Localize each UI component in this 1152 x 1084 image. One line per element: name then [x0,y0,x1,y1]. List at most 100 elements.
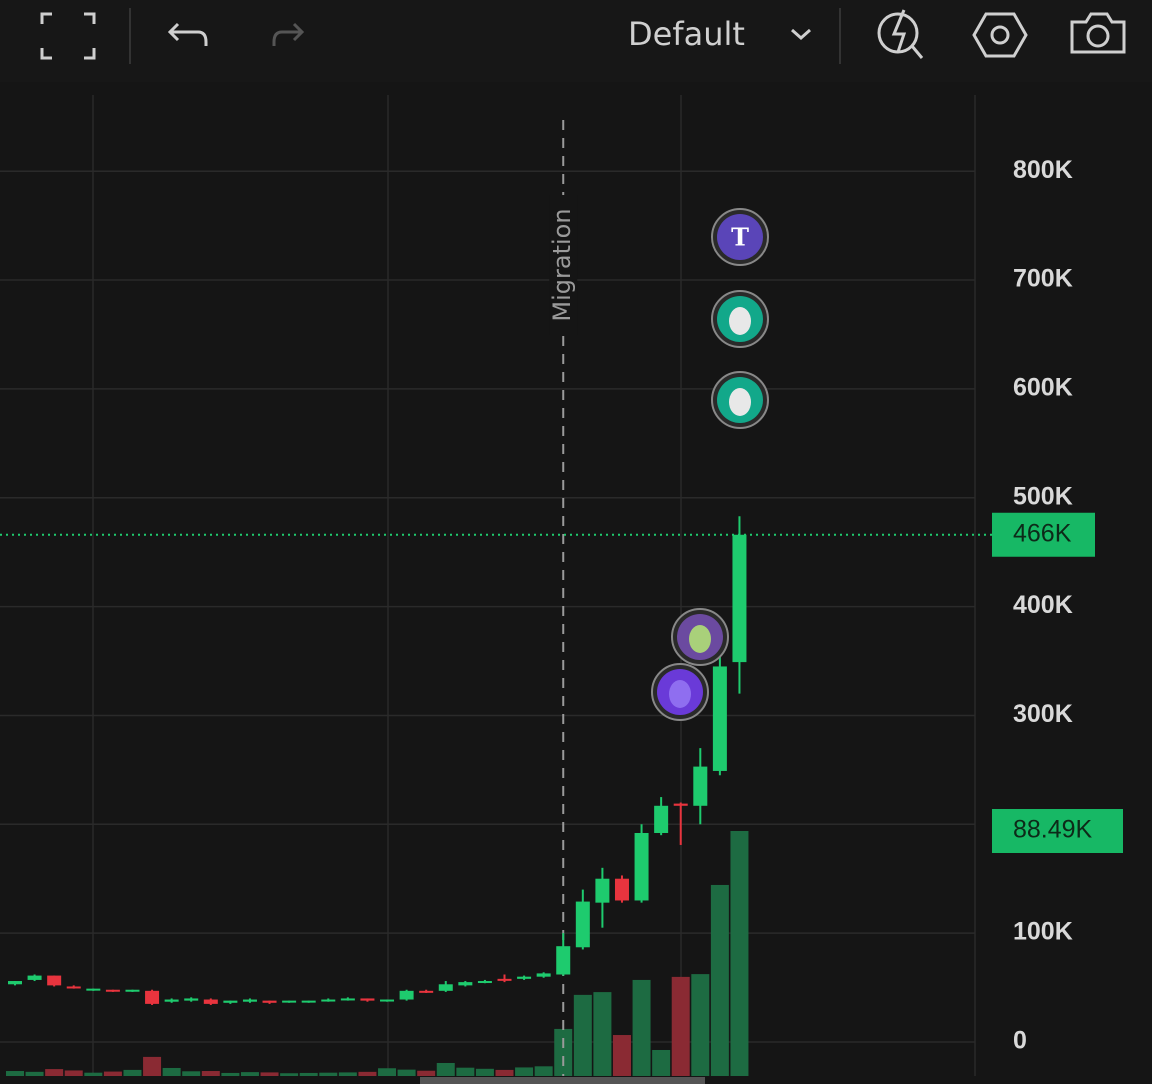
scrollbar[interactable] [420,1077,705,1084]
y-tick-label: 600K [1013,374,1073,402]
candle-body [203,999,218,1004]
redo-button[interactable] [272,22,305,46]
volume-bar [260,1072,279,1076]
trade-marker-icon [717,214,763,260]
candle-body [105,989,120,992]
candle-body [614,878,629,901]
current-price-label-bg [992,512,1095,557]
candle-body [712,666,727,771]
candle-body [536,973,551,977]
candle-body [732,534,747,663]
volume-bar [691,974,710,1076]
candle-body [477,981,492,984]
volume-bar [45,1069,64,1076]
candle-body [340,998,355,1001]
candle-body [184,998,199,1001]
volume-bar [397,1069,416,1076]
candle-body [86,988,101,991]
candle-body [380,999,395,1002]
volume-bar [123,1069,142,1076]
y-tick-label: 300K [1013,700,1073,728]
volume-bar [417,1070,436,1076]
volume-bar [25,1071,44,1076]
undo-button[interactable] [167,22,208,46]
candle-body [438,984,453,991]
volume-bar [6,1071,24,1076]
volume-bar [534,1066,553,1076]
candle-body [321,999,336,1002]
current-price-label: 466K [1013,519,1072,547]
fullscreen-button[interactable] [40,12,96,60]
volume-bar [632,979,651,1076]
volume-bar [182,1071,201,1076]
trade-marker-face [669,680,691,708]
candle-body [145,990,160,1004]
volume-bar [436,1062,455,1076]
volume-bar [378,1068,397,1076]
candle-body [66,986,81,989]
candle-body [419,990,434,993]
current-volume-label-bg [992,809,1123,853]
dropdown-arrow[interactable] [791,28,811,41]
volume-bar [280,1073,299,1076]
volume-bar [573,994,592,1076]
volume-bar [240,1072,259,1076]
y-tick-label: 800K [1013,156,1073,184]
y-tick-label: 700K [1013,265,1073,293]
y-tick-label: 400K [1013,591,1073,619]
screenshot-button[interactable] [1070,12,1126,54]
volume-bar [456,1067,475,1076]
volume-bar [593,992,612,1076]
indicators-button[interactable] [877,9,924,59]
candle-body [262,1000,277,1003]
current-volume-label: 88.49K [1013,816,1093,844]
y-tick-label: 500K [1013,482,1073,510]
candle-body [673,803,688,806]
volume-bar [358,1071,377,1076]
candle-body [8,981,22,985]
volume-bar [710,884,729,1076]
candle-body [693,766,708,806]
candle-body [223,1000,238,1003]
trade-marker-face [729,388,751,416]
volume-bar [554,1028,573,1076]
volume-bar [612,1035,631,1076]
candle-body [282,1000,297,1003]
trade-marker-face [729,307,751,335]
volume-bar [652,1049,671,1076]
volume-bar [299,1072,318,1076]
candle-body [399,990,414,1000]
volume-bar [103,1071,122,1076]
candle-body [27,975,42,980]
candle-body [301,1000,316,1003]
volume-bar [319,1072,338,1076]
candle-body [556,946,571,975]
volume-bar [338,1072,357,1076]
volume-bar [671,976,690,1076]
plot-area: 0100K200K300K400K500K600K700K800KMigrati… [0,95,1123,1076]
y-tick-label: 100K [1013,918,1073,946]
candle-body [164,999,179,1002]
candle-body [47,975,62,986]
volume-bar [221,1072,240,1076]
volume-bar [515,1067,534,1076]
candle-body [634,832,649,901]
candle-body [125,989,140,992]
layout-selector[interactable]: Default [628,15,745,53]
volume-bar [143,1056,162,1076]
annotation-label: Migration [548,208,576,321]
toolbar [0,0,1152,82]
annotation-bg [549,195,578,335]
volume-bar [201,1071,220,1076]
volume-bar [64,1070,83,1076]
volume-bar [162,1067,181,1076]
candle-body [360,998,375,1001]
settings-button[interactable] [972,12,1028,58]
candle-body [458,982,473,986]
volume-bar [495,1069,514,1076]
candle-body [497,978,512,981]
trade-marker-text: T [731,223,749,252]
candle-body [575,901,590,948]
